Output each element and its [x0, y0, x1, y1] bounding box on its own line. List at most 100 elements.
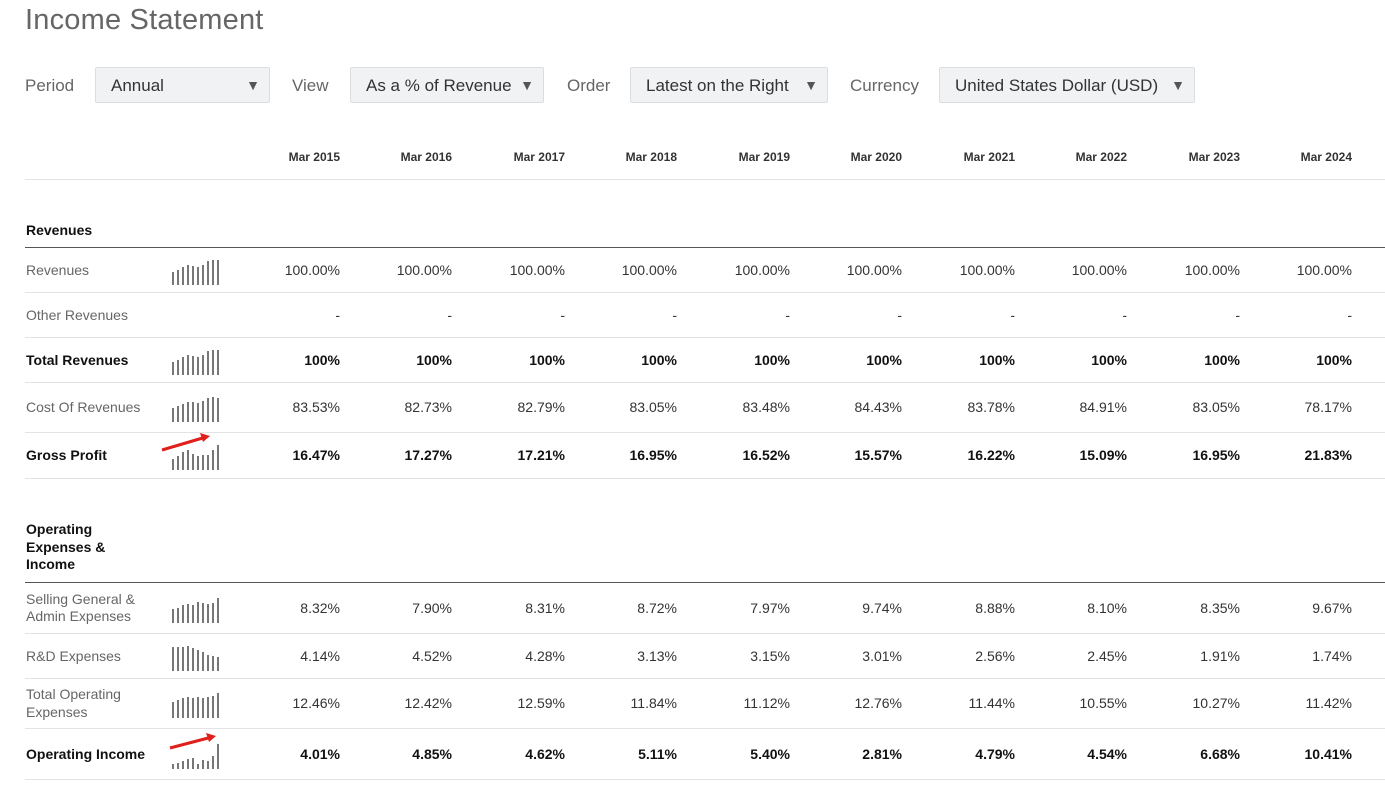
table-row: R&D Expenses 4.14% 4.52% 4.28% 3.13% 3.15% 3.0…	[25, 634, 1385, 679]
value-cell: 4.28%	[525, 647, 565, 664]
value-cell: 11.12%	[743, 695, 790, 711]
sparkline-bar	[187, 645, 189, 671]
column-header: Mar 2020	[850, 150, 902, 164]
value-cell: 100%	[754, 351, 790, 368]
dropdown-caret-icon: ▼	[1171, 77, 1185, 93]
sparkline-chart[interactable]	[172, 444, 222, 470]
value-cell: 6.68%	[1200, 745, 1240, 762]
sparkline-bar	[182, 646, 184, 671]
value-cell: -	[560, 306, 565, 323]
order-select[interactable]: Latest on the Right ▼	[630, 67, 828, 103]
value-cell: 4.14%	[300, 647, 340, 664]
sparkline-chart[interactable]	[172, 597, 222, 623]
value-cell: 100.00%	[509, 261, 565, 278]
value-cell: 4.54%	[1087, 745, 1127, 762]
value-cell: 8.35%	[1200, 599, 1240, 616]
section-divider	[25, 582, 1385, 583]
dropdown-caret-icon: ▼	[246, 77, 260, 93]
value-cell: 10.27%	[1192, 695, 1240, 711]
order-label: Order	[567, 76, 611, 95]
sparkline-bar	[197, 763, 199, 769]
value-cell: 12.76%	[854, 695, 902, 711]
order-select-value: Latest on the Right	[646, 76, 789, 95]
period-select-value: Annual	[111, 76, 164, 95]
sparkline-bar	[182, 604, 184, 623]
column-header: Mar 2023	[1188, 150, 1240, 164]
sparkline-bar	[197, 456, 199, 470]
sparkline-bar	[197, 649, 199, 671]
dropdown-caret-icon: ▼	[520, 77, 534, 93]
sparkline-bar	[202, 455, 204, 470]
value-cell: 5.11%	[638, 745, 677, 762]
value-cell: 83.48%	[742, 399, 790, 415]
sparkline-bar	[192, 454, 194, 470]
value-cell: 16.52%	[742, 447, 790, 463]
sparkline-bar	[212, 655, 214, 671]
value-cell: -	[672, 306, 677, 323]
value-cell: 83.53%	[292, 399, 340, 415]
sparkline-bar	[192, 647, 194, 671]
column-header: Mar 2015	[288, 150, 340, 164]
sparkline-chart[interactable]	[172, 349, 222, 375]
value-cell: 8.32%	[300, 599, 340, 616]
value-cell: 100%	[529, 351, 565, 368]
sparkline-chart[interactable]	[172, 743, 222, 769]
sparkline-bar	[202, 759, 204, 769]
sparkline-bar	[207, 350, 209, 375]
value-cell: 4.52%	[412, 647, 452, 664]
sparkline-chart[interactable]	[172, 645, 222, 671]
column-header: Mar 2024	[1300, 150, 1352, 164]
table-row: Revenues 100.00% 100.00% 100.00% 100.00% 100.…	[25, 248, 1385, 293]
value-cell: 16.95%	[629, 447, 677, 463]
sparkline-bar	[177, 456, 179, 470]
view-select-value: As a % of Revenue	[366, 76, 512, 95]
value-cell: 17.21%	[517, 447, 565, 463]
sparkline-bar	[192, 355, 194, 375]
column-header: Mar 2019	[738, 150, 790, 164]
sparkline-bar	[197, 356, 199, 375]
value-cell: 2.81%	[862, 745, 902, 762]
table-row: Cost Of Revenues 83.53% 82.73% 82.79% 83.05%…	[25, 383, 1385, 433]
value-cell: 100%	[304, 351, 340, 368]
sparkline-bar	[202, 401, 204, 422]
currency-select[interactable]: United States Dollar (USD) ▼	[939, 67, 1195, 103]
sparkline-bar	[187, 758, 189, 769]
period-select[interactable]: Annual ▼	[95, 67, 270, 103]
row-label: Gross Profit	[26, 447, 107, 463]
sparkline-bar	[187, 354, 189, 375]
sparkline-bar	[207, 697, 209, 718]
value-cell: 10.41%	[1304, 745, 1352, 762]
sparkline-bar	[192, 698, 194, 718]
value-cell: 16.22%	[967, 447, 1015, 463]
sparkline-bar	[182, 404, 184, 422]
value-cell: 10.55%	[1079, 695, 1127, 711]
table-row: Other Revenues - - - - - - - - - -	[25, 293, 1385, 338]
sparkline-bar	[172, 271, 174, 285]
sparkline-chart[interactable]	[172, 396, 222, 422]
sparkline-chart[interactable]	[172, 259, 222, 285]
value-cell: 2.45%	[1087, 647, 1127, 664]
sparkline-bar	[187, 402, 189, 422]
value-cell: -	[1235, 306, 1240, 323]
sparkline-bar	[217, 259, 219, 285]
section-title: Revenues	[26, 222, 93, 238]
sparkline-bar	[212, 755, 214, 769]
sparkline-bar	[212, 349, 214, 375]
value-cell: 8.72%	[637, 599, 677, 616]
value-cell: 82.73%	[404, 399, 452, 415]
sparkline-bar	[192, 265, 194, 285]
sparkline-bar	[212, 259, 214, 285]
sparkline-chart[interactable]	[172, 692, 222, 718]
section-title: Operating Expenses & Income	[26, 521, 106, 572]
view-select[interactable]: As a % of Revenue ▼	[350, 67, 544, 103]
sparkline-bar	[192, 604, 194, 623]
column-header: Mar 2021	[963, 150, 1015, 164]
row-label: Total Revenues	[26, 351, 129, 368]
header-divider	[25, 179, 1385, 180]
sparkline-bar	[207, 260, 209, 285]
row-label: Revenues	[26, 261, 90, 278]
value-cell: 1.91%	[1200, 647, 1240, 664]
column-header: Mar 2017	[513, 150, 565, 164]
sparkline-bar	[212, 450, 214, 470]
sparkline-bar	[207, 398, 209, 422]
